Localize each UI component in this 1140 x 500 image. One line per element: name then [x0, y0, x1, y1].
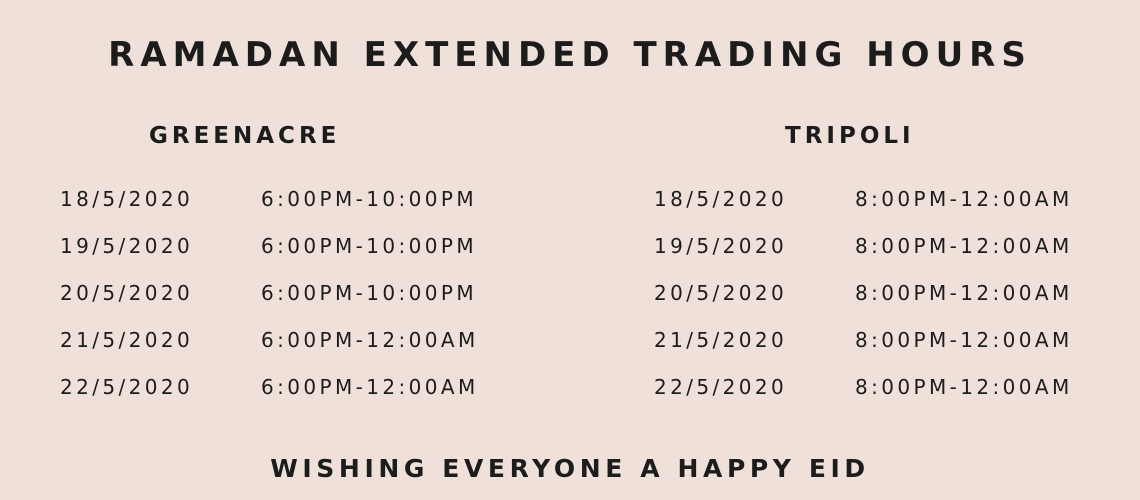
hours-label: 6:00PM-10:00PM — [261, 234, 477, 258]
hours-row: 21/5/2020 8:00PM-12:00AM — [654, 327, 1073, 374]
hours-label: 8:00PM-12:00AM — [855, 187, 1073, 211]
banner-title: RAMADAN EXTENDED TRADING HOURS — [108, 35, 1032, 75]
hours-row: 21/5/2020 6:00PM-12:00AM — [60, 327, 479, 374]
hours-row: 18/5/2020 6:00PM-10:00PM — [60, 186, 479, 233]
date-label: 19/5/2020 — [60, 234, 194, 258]
date-label: 18/5/2020 — [60, 187, 194, 211]
hours-label: 8:00PM-12:00AM — [855, 328, 1073, 352]
date-label: 22/5/2020 — [60, 375, 194, 399]
eid-greeting: WISHING EVERYONE A HAPPY EID — [270, 454, 870, 483]
hours-row: 20/5/2020 8:00PM-12:00AM — [654, 280, 1073, 327]
hours-row: 20/5/2020 6:00PM-10:00PM — [60, 280, 479, 327]
hours-label: 8:00PM-12:00AM — [855, 281, 1073, 305]
date-label: 22/5/2020 — [654, 375, 788, 399]
date-label: 18/5/2020 — [654, 187, 788, 211]
hours-list: 18/5/2020 6:00PM-10:00PM 19/5/2020 6:00P… — [60, 186, 479, 421]
hours-label: 8:00PM-12:00AM — [855, 234, 1073, 258]
hours-label: 6:00PM-10:00PM — [261, 187, 477, 211]
date-label: 20/5/2020 — [60, 281, 194, 305]
hours-row: 22/5/2020 6:00PM-12:00AM — [60, 374, 479, 421]
date-label: 19/5/2020 — [654, 234, 788, 258]
hours-label: 6:00PM-12:00AM — [261, 375, 479, 399]
hours-row: 19/5/2020 8:00PM-12:00AM — [654, 233, 1073, 280]
date-label: 20/5/2020 — [654, 281, 788, 305]
hours-list: 18/5/2020 8:00PM-12:00AM 19/5/2020 8:00P… — [654, 186, 1073, 421]
hours-label: 6:00PM-10:00PM — [261, 281, 477, 305]
hours-label: 6:00PM-12:00AM — [261, 328, 479, 352]
date-label: 21/5/2020 — [60, 328, 194, 352]
hours-row: 19/5/2020 6:00PM-10:00PM — [60, 233, 479, 280]
date-label: 21/5/2020 — [654, 328, 788, 352]
hours-label: 8:00PM-12:00AM — [855, 375, 1073, 399]
hours-row: 18/5/2020 8:00PM-12:00AM — [654, 186, 1073, 233]
store-name: GREENACRE — [149, 123, 341, 149]
store-greenacre: GREENACRE 18/5/2020 6:00PM-10:00PM 19/5/… — [60, 0, 560, 420]
hours-row: 22/5/2020 8:00PM-12:00AM — [654, 374, 1073, 421]
store-name: TRIPOLI — [785, 123, 915, 149]
store-tripoli: TRIPOLI 18/5/2020 8:00PM-12:00AM 19/5/20… — [654, 0, 1134, 420]
